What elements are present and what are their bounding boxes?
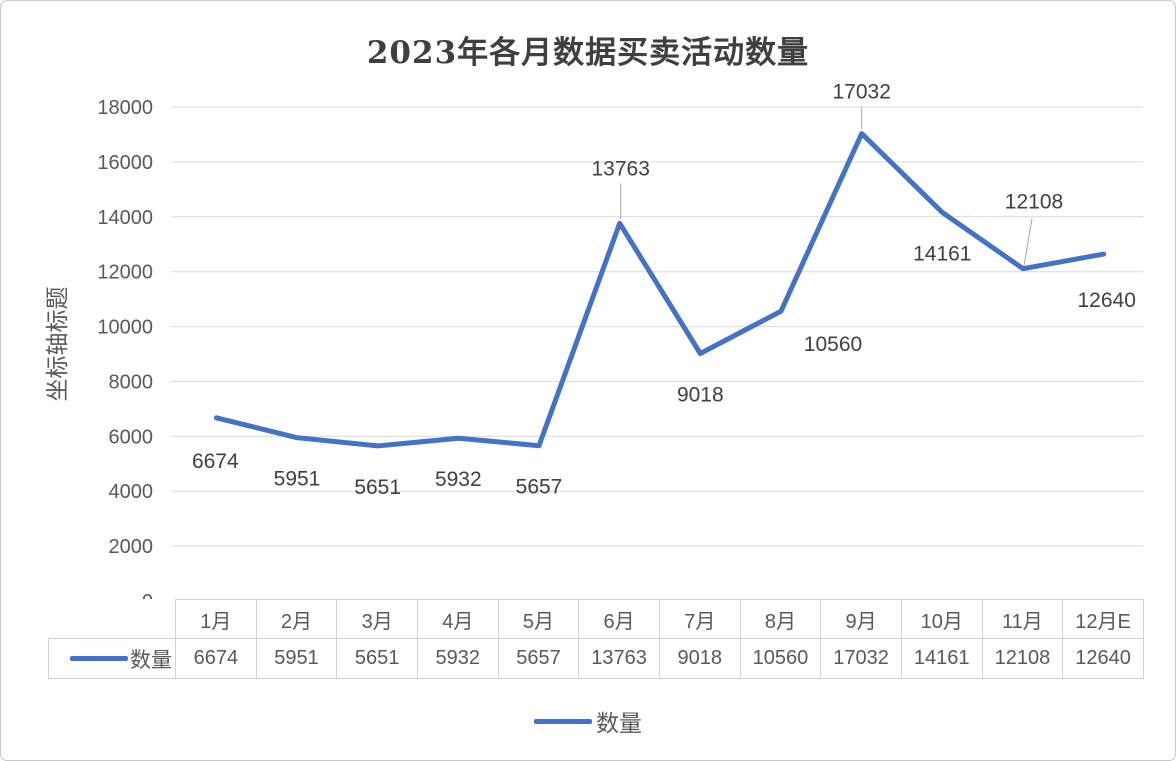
y-tick-label: 2000 — [109, 536, 154, 558]
y-tick-label: 6000 — [109, 426, 154, 448]
data-table-month-header: 1月 — [176, 599, 257, 639]
y-tick-label: 16000 — [97, 152, 153, 174]
data-label: 13763 — [591, 157, 649, 180]
legend: 数量 — [1, 706, 1175, 737]
data-label-leader-line — [1023, 218, 1033, 266]
data-table-month-header: 11月 — [982, 599, 1064, 639]
data-label: 5657 — [516, 476, 563, 499]
data-table-legend-cell: 数量 — [48, 639, 176, 679]
legend-line-icon — [70, 656, 128, 661]
data-label: 12640 — [1077, 289, 1135, 312]
y-tick-label: 10000 — [97, 317, 153, 339]
data-label: 14161 — [913, 242, 971, 265]
data-label: 5932 — [435, 468, 482, 491]
data-label: 17032 — [832, 81, 890, 104]
data-table-value-cell: 12640 — [1063, 639, 1144, 679]
data-label: 5951 — [274, 468, 321, 491]
data-table-value-cell: 5651 — [337, 639, 418, 679]
data-table-month-header: 2月 — [256, 599, 338, 639]
data-table-month-header: 3月 — [337, 599, 418, 639]
y-tick-label: 4000 — [109, 481, 154, 503]
chart-title: 2023年各月数据买卖活动数量 — [366, 35, 810, 71]
y-axis-title: 坐标轴标题 — [45, 287, 71, 402]
data-table-month-header: 5月 — [498, 599, 580, 639]
data-label: 10560 — [804, 333, 862, 356]
data-table-value-cell: 14161 — [901, 639, 983, 679]
data-table-value-cell: 6674 — [176, 639, 257, 679]
data-table-corner-cell — [48, 599, 176, 639]
data-table-value-cell: 9018 — [659, 639, 741, 679]
chart-line — [213, 131, 1107, 449]
legend-series-label: 数量 — [596, 711, 642, 737]
data-table: 1月 2月 3月 4月 5月 6月 7月 8月 9月 10月 11月 12月E 数量 6674 5951 56… — [48, 599, 1144, 679]
data-table-value-cell: 12108 — [982, 639, 1064, 679]
data-label: 12108 — [1005, 191, 1063, 214]
data-label: 9018 — [677, 384, 724, 407]
data-table-month-header: 7月 — [659, 599, 741, 639]
y-tick-label: 14000 — [97, 207, 153, 229]
data-table-value-cell: 5932 — [417, 639, 499, 679]
data-table-month-header: 12月E — [1063, 599, 1144, 639]
data-label: 6674 — [192, 450, 239, 473]
data-table-month-header: 9月 — [821, 599, 902, 639]
data-table-value-cell: 17032 — [821, 639, 902, 679]
data-table-month-header: 4月 — [417, 599, 499, 639]
data-table-value-cell: 13763 — [579, 639, 660, 679]
data-table-month-header: 10月 — [901, 599, 983, 639]
series-name-label: 数量 — [130, 647, 172, 672]
data-table-value-cell: 10560 — [740, 639, 822, 679]
y-tick-label: 12000 — [97, 262, 153, 284]
y-tick-label: 8000 — [109, 371, 154, 393]
data-label: 5651 — [354, 476, 401, 499]
data-table-month-header: 8月 — [740, 599, 822, 639]
data-table-month-header: 6月 — [579, 599, 660, 639]
y-tick-label: 18000 — [97, 97, 153, 119]
data-table-value-cell: 5657 — [498, 639, 580, 679]
data-table-value-cell: 5951 — [256, 639, 338, 679]
legend-line-icon — [534, 718, 592, 724]
